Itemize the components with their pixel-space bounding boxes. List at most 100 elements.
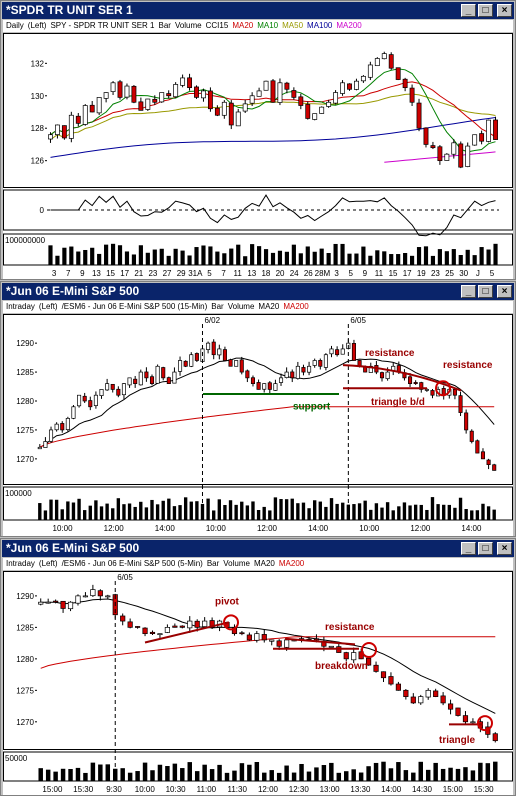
y-tick-label: 1275 <box>16 686 34 695</box>
volume-bar <box>366 766 371 781</box>
volume-scale-label: 50000 <box>5 754 28 763</box>
5min-chart-window[interactable]: *Jun 06 E-Mini S&P 500 _ □ × Intraday (Le… <box>0 538 516 796</box>
candle <box>93 394 98 406</box>
cci-zero-label: 0 <box>40 206 45 215</box>
volume-bar <box>479 247 484 265</box>
x-tick-label: 15:00 <box>443 785 464 794</box>
window-titlebar[interactable]: *SPDR TR UNIT SER 1 _ □ × <box>2 2 514 19</box>
volume-bar <box>247 764 252 781</box>
minimize-button[interactable]: _ <box>461 542 476 555</box>
candle <box>424 389 429 391</box>
volume-bar <box>442 504 446 520</box>
volume-bar <box>485 763 491 781</box>
close-button[interactable]: × <box>497 542 512 555</box>
volume-bar <box>180 250 185 265</box>
volume-bar <box>430 255 436 265</box>
window-title: *SPDR TR UNIT SER 1 <box>6 3 133 17</box>
x-tick-label: 10:00 <box>135 785 156 794</box>
candle <box>222 349 227 361</box>
volume-bar <box>458 255 463 265</box>
y-tick-label: 1280 <box>16 655 34 664</box>
volume-bar <box>284 251 289 265</box>
minimize-button[interactable]: _ <box>461 4 476 17</box>
window-titlebar[interactable]: *Jun 06 E-Mini S&P 500 _ □ × <box>2 283 514 300</box>
volume-bar <box>116 498 121 520</box>
candle <box>43 441 48 448</box>
candle <box>480 451 486 460</box>
info-item: Bar <box>206 559 220 568</box>
candle <box>246 634 252 641</box>
info-item: MA200 <box>278 559 305 568</box>
info-item: /ESM6 - Jun 06 E-Mini S&P 500 (15-Min) <box>61 302 208 311</box>
volume-bar <box>98 764 103 781</box>
candle <box>214 107 220 116</box>
daily-chart-window[interactable]: *SPDR TR UNIT SER 1 _ □ × Daily (Left) SPY… <box>0 0 516 280</box>
candle <box>298 96 304 106</box>
candle <box>48 429 54 442</box>
candle <box>419 382 424 390</box>
candle <box>395 683 401 691</box>
candle <box>413 382 418 384</box>
window-titlebar[interactable]: *Jun 06 E-Mini S&P 500 _ □ × <box>2 540 514 557</box>
candle <box>312 113 318 120</box>
x-tick-label: 10:00 <box>53 524 74 533</box>
minimize-button[interactable]: _ <box>461 285 476 298</box>
candle <box>379 372 385 379</box>
volume-bar <box>354 253 359 265</box>
volume-bar <box>290 498 294 520</box>
volume-bar <box>76 251 81 265</box>
candle <box>54 124 60 135</box>
volume-bar <box>83 249 88 265</box>
close-button[interactable]: × <box>497 4 512 17</box>
volume-bar <box>418 761 423 781</box>
volume-bar <box>486 249 491 265</box>
volume-bar <box>202 764 207 781</box>
info-item: MA20 <box>232 21 254 30</box>
candle <box>433 690 439 697</box>
candle <box>276 640 282 647</box>
candle <box>475 440 480 454</box>
chart-info-bar: Intraday (Left)/ESM6 - Jun 06 E-Mini S&P … <box>3 558 513 570</box>
volume-bar <box>45 769 51 781</box>
x-tick-label: 3 <box>334 269 339 278</box>
volume-bar <box>251 501 255 520</box>
volume-bar <box>402 502 407 520</box>
candle <box>179 625 185 628</box>
candle <box>242 103 248 112</box>
volume-bar <box>335 503 339 520</box>
candle <box>82 595 89 598</box>
volume-bar <box>212 510 216 520</box>
candle <box>82 105 88 125</box>
maximize-button[interactable]: □ <box>478 542 493 555</box>
candle <box>347 83 352 90</box>
volume-bar <box>357 503 362 520</box>
volume-bar <box>403 252 408 265</box>
volume-scale-label: 100000000 <box>5 236 46 245</box>
candle <box>333 92 339 104</box>
maximize-button[interactable]: □ <box>478 4 493 17</box>
candle <box>133 378 138 384</box>
candle <box>455 707 461 716</box>
y-tick-label: 1290 <box>16 339 34 348</box>
x-tick-label: 20 <box>276 269 285 278</box>
x-tick-label: 12:00 <box>410 524 431 533</box>
candle <box>402 78 408 89</box>
volume-bar <box>217 764 222 781</box>
volume-bar <box>423 246 429 265</box>
15min-chart-window[interactable]: *Jun 06 E-Mini S&P 500 _ □ × Intraday (Le… <box>0 281 516 537</box>
x-tick-label: 18 <box>261 269 270 278</box>
x-tick-label: 14:00 <box>381 785 402 794</box>
close-button[interactable]: × <box>497 285 512 298</box>
15min-price-chart[interactable]: 1270 1275 1280 1285 1290 100000 10:00 12:00 14:0… <box>3 314 513 536</box>
5min-price-chart[interactable]: 1270 1275 1280 1285 1290 50000 15:00 15:30 9:30 1… <box>3 571 513 795</box>
candle <box>202 620 208 627</box>
date-marker-label: 6/05 <box>350 316 366 325</box>
volume-bar <box>167 498 171 520</box>
candle <box>416 102 422 129</box>
maximize-button[interactable]: □ <box>478 285 493 298</box>
candle <box>277 82 283 103</box>
volume-bar <box>38 768 43 781</box>
candle <box>110 82 116 92</box>
x-tick-label: 19 <box>417 269 426 278</box>
